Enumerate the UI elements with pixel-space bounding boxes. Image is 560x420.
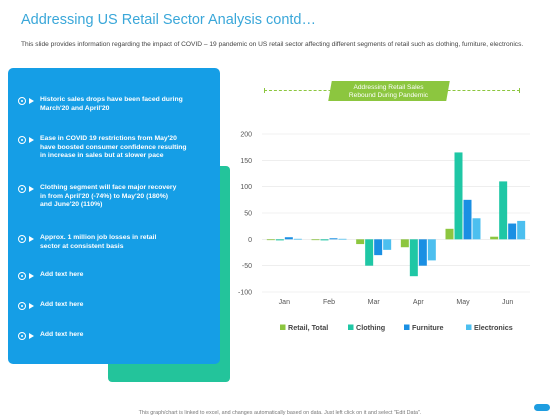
y-tick-label: 50 xyxy=(244,211,252,218)
legend-swatch xyxy=(280,324,286,330)
banner-tick-left xyxy=(264,88,265,93)
x-tick-label: Feb xyxy=(323,299,335,306)
bar-furniture-feb xyxy=(329,238,338,240)
footer-note: This graph/chart is linked to excel, and… xyxy=(138,410,422,416)
target-arrow-icon xyxy=(18,302,40,311)
bar-electronics-jan xyxy=(293,238,302,240)
bar-clothing-jan xyxy=(275,239,284,241)
target-arrow-icon xyxy=(18,97,40,106)
bar-electronics-may xyxy=(472,218,481,240)
panel-item-4: Approx. 1 million job losses in retail s… xyxy=(18,234,213,251)
legend-swatch xyxy=(404,324,410,330)
x-tick-label: Mar xyxy=(368,299,381,306)
y-tick-label: -50 xyxy=(242,263,252,270)
bar-furniture-jun xyxy=(508,223,517,240)
target-arrow-icon xyxy=(18,235,40,244)
bar-retail-total-jan xyxy=(266,239,275,241)
y-tick-label: 200 xyxy=(240,132,252,139)
legend-label: Retail, Total xyxy=(288,323,328,332)
panel-item-text: Historic sales drops have been faced dur… xyxy=(40,96,183,112)
chart-banner-text: Addressing Retail Sales Rebound During P… xyxy=(349,83,429,99)
panel-item-6: Add text here xyxy=(18,301,213,311)
panel-item-text: Ease in COVID 19 restrictions from May'2… xyxy=(40,135,187,160)
bar-clothing-apr xyxy=(409,239,418,277)
page-title: Addressing US Retail Sector Analysis con… xyxy=(21,12,316,28)
panel-item-1: Historic sales drops have been faced dur… xyxy=(18,96,213,113)
target-arrow-icon xyxy=(18,332,40,341)
bar-retail-total-mar xyxy=(356,239,365,245)
y-tick-label: 150 xyxy=(240,158,252,165)
y-tick-label: 100 xyxy=(240,184,252,191)
target-arrow-icon xyxy=(18,136,40,145)
y-tick-label: -100 xyxy=(238,290,252,297)
bar-furniture-mar xyxy=(374,239,383,256)
bar-clothing-feb xyxy=(320,239,329,241)
page-indicator[interactable] xyxy=(534,404,550,411)
target-arrow-icon xyxy=(18,185,40,194)
bar-clothing-may xyxy=(454,152,463,240)
panel-item-5: Add text here xyxy=(18,271,213,281)
retail-sales-bar-chart[interactable]: -100 -50 0 50 100 150 200 Jan Feb Mar Apr May Jun Ret… xyxy=(230,122,550,344)
page-subtitle: This slide provides information regardin… xyxy=(21,41,524,48)
panel-item-text: Clothing segment will face major recover… xyxy=(40,184,177,209)
legend-label: Clothing xyxy=(356,323,385,332)
bar-furniture-may xyxy=(463,199,472,240)
x-tick-label: May xyxy=(456,299,470,306)
legend-label: Electronics xyxy=(474,323,513,332)
panel-item-text: Add text here xyxy=(40,301,84,308)
bar-electronics-apr xyxy=(427,239,436,261)
x-tick-label: Jun xyxy=(502,299,513,306)
panel-item-text: Add text here xyxy=(40,271,84,278)
bar-retail-total-may xyxy=(445,228,454,240)
bar-clothing-jun xyxy=(499,181,508,240)
panel-item-3: Clothing segment will face major recover… xyxy=(18,184,213,210)
legend-label: Furniture xyxy=(412,323,444,332)
bar-electronics-mar xyxy=(383,239,392,250)
bar-retail-total-apr xyxy=(400,239,409,248)
bar-furniture-jan xyxy=(284,237,293,240)
bar-furniture-apr xyxy=(418,239,427,266)
bar-clothing-mar xyxy=(365,239,374,266)
x-tick-label: Jan xyxy=(279,299,290,306)
bar-retail-total-jun xyxy=(490,236,499,240)
legend-swatch xyxy=(466,324,472,330)
chart-banner: Addressing Retail Sales Rebound During P… xyxy=(328,81,450,101)
panel-item-2: Ease in COVID 19 restrictions from May'2… xyxy=(18,135,213,161)
panel-item-7: Add text here xyxy=(18,331,213,341)
panel-item-text: Add text here xyxy=(40,331,84,338)
panel-item-text: Approx. 1 million job losses in retail s… xyxy=(40,234,157,250)
x-tick-label: Apr xyxy=(413,299,425,306)
target-arrow-icon xyxy=(18,272,40,281)
bar-retail-total-feb xyxy=(311,239,320,241)
y-tick-label: 0 xyxy=(248,237,252,244)
legend-swatch xyxy=(348,324,354,330)
bar-electronics-feb xyxy=(338,238,347,240)
insights-panel xyxy=(8,68,220,364)
bar-electronics-jun xyxy=(517,220,526,240)
banner-tick-right xyxy=(519,88,520,93)
